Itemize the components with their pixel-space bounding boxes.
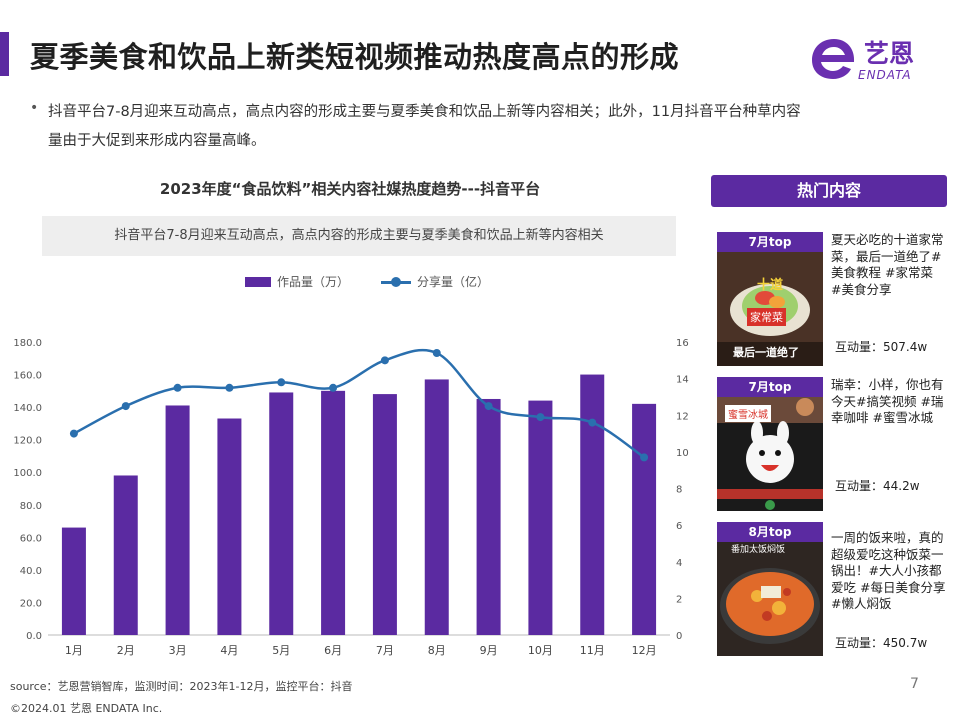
- line-point: [121, 402, 130, 411]
- x-tick-label: 11月: [580, 644, 605, 657]
- source-note: source：艺恩营销智库，监测时间：2023年1-12月，监控平台：抖音: [10, 680, 353, 693]
- bar: [165, 405, 190, 635]
- bar: [372, 394, 397, 635]
- y-tick-label: 140.0: [13, 403, 42, 414]
- y-tick-label: 80.0: [20, 501, 42, 512]
- logo-subtitle: ENDATA: [858, 68, 912, 82]
- y2-tick-label: 2: [676, 594, 682, 605]
- card-caption: 一周的饭来啦，真的超级爱吃这种饭菜一锅出！#大人小孩都爱吃 #每日美食分享 #懒…: [831, 530, 946, 611]
- x-tick-label: 4月: [220, 644, 238, 657]
- thumbnail-overlay-top: 番加太饭焖饭: [731, 545, 786, 555]
- thumbnail-overlay-top: 蜜雪冰城: [725, 405, 771, 422]
- line-point: [277, 378, 286, 387]
- y2-tick-label: 12: [676, 411, 689, 422]
- hot-content-card[interactable]: 7月top 十道 家常菜 最后一道绝了 夏天必吃的十道家常菜，最后一道绝了#美食…: [717, 232, 948, 372]
- thumbnail-overlay-bottom: 最后一道绝了: [733, 346, 799, 359]
- bar: [321, 390, 346, 635]
- endata-logo: 艺恩 ENDATA: [810, 28, 940, 88]
- bar: [61, 527, 86, 635]
- line-point: [432, 348, 441, 357]
- x-tick-label: 10月: [528, 644, 553, 657]
- y-tick-label: 100.0: [13, 468, 42, 479]
- bullet-icon: •: [30, 100, 39, 116]
- y2-tick-label: 4: [676, 558, 682, 569]
- chart-plot: 0.0 20.0 40.0 60.0 80.0 100.0 120.0 140.0 160.0 1…: [13, 338, 689, 657]
- y-tick-label: 60.0: [20, 533, 42, 544]
- bar: [476, 398, 501, 635]
- x-tick-label: 3月: [169, 644, 187, 657]
- x-tick-label: 6月: [324, 644, 342, 657]
- legend-line-label: 分享量（亿）: [417, 275, 490, 289]
- x-tick-label: 7月: [376, 644, 394, 657]
- line-point: [380, 356, 389, 365]
- bar: [528, 400, 553, 635]
- y-tick-label: 40.0: [20, 566, 42, 577]
- thumbnail-tag: 7月top: [717, 232, 823, 252]
- series-line: [73, 348, 645, 459]
- legend-bar-swatch: [245, 276, 271, 287]
- line-point: [484, 402, 493, 411]
- x-tick-label: 8月: [428, 644, 446, 657]
- card-metric: 互动量：450.7w: [835, 636, 928, 650]
- line-point: [640, 453, 649, 462]
- copyright: ©2024.01 艺恩 ENDATA Inc.: [10, 702, 163, 715]
- y2-tick-label: 14: [676, 375, 689, 386]
- video-thumbnail[interactable]: 7月top 蜜雪冰城: [717, 377, 823, 511]
- pot-rice-image: [717, 522, 823, 656]
- bar: [269, 392, 294, 635]
- intro-text: 抖音平台7-8月迎来互动高点，高点内容的形成主要与夏季美食和饮品上新等内容相关；…: [48, 104, 801, 149]
- y2-tick-label: 6: [676, 521, 682, 532]
- card-caption: 瑞幸：小样，你也有今天#搞笑视频 #瑞幸咖啡 #蜜雪冰城: [831, 377, 944, 425]
- x-tick-label: 2月: [117, 644, 135, 657]
- bar: [113, 475, 138, 635]
- video-thumbnail[interactable]: 7月top 十道 家常菜 最后一道绝了: [717, 232, 823, 366]
- chart-subtitle: 抖音平台7-8月迎来互动高点，高点内容的形成主要与夏季美食和饮品上新等内容相关: [42, 216, 676, 256]
- y-tick-label: 120.0: [13, 436, 42, 447]
- hot-content-header: 热门内容: [711, 175, 947, 207]
- card-caption: 夏天必吃的十道家常菜，最后一道绝了#美食教程 #家常菜 #美食分享: [831, 232, 944, 297]
- legend-bar-label: 作品量（万）: [277, 275, 350, 289]
- chart-legend: 作品量（万） 分享量（亿）: [245, 273, 489, 290]
- card-metric: 互动量：44.2w: [835, 479, 920, 493]
- x-tick-label: 5月: [272, 644, 290, 657]
- legend-line-swatch: [381, 276, 412, 288]
- hot-content-card[interactable]: 8月top 番加太饭焖饭 一周的饭来啦，真的超级爱吃这种饭菜一锅出！#大人小孩都…: [717, 522, 948, 662]
- line-point: [173, 383, 182, 392]
- x-tick-label: 9月: [480, 644, 498, 657]
- chart-title: 2023年度“食品饮料”相关内容社媒热度趋势---抖音平台: [159, 180, 541, 198]
- card-metric: 互动量：507.4w: [835, 340, 928, 354]
- hot-content-card[interactable]: 7月top 蜜雪冰城 瑞幸：小样，你也有今天#搞笑视频 #瑞幸咖啡 #蜜雪冰城 …: [717, 377, 948, 517]
- line-point: [536, 413, 545, 422]
- x-tick-label: 12月: [632, 644, 657, 657]
- logo-mark-icon: [812, 39, 855, 79]
- y2-tick-label: 10: [676, 448, 689, 459]
- y2-tick-label: 8: [676, 485, 682, 496]
- thumbnail-overlay-top: 十道: [757, 278, 784, 293]
- y-tick-label: 20.0: [20, 598, 42, 609]
- line-point: [588, 418, 597, 427]
- thumbnail-tag: 8月top: [717, 522, 823, 542]
- line-point: [329, 383, 338, 392]
- bar: [217, 418, 242, 635]
- bar: [580, 374, 605, 635]
- title-accent-bar: [0, 32, 9, 76]
- x-tick-label: 1月: [65, 644, 83, 657]
- bar: [632, 403, 657, 635]
- line-point: [225, 383, 234, 392]
- y2-tick-label: 0: [676, 631, 682, 642]
- page-number: 7: [910, 676, 919, 692]
- bar: [424, 379, 449, 635]
- y2-tick-label: 16: [676, 338, 689, 349]
- video-thumbnail[interactable]: 8月top 番加太饭焖饭: [717, 522, 823, 656]
- y-tick-label: 0.0: [26, 631, 42, 642]
- page-title: 夏季美食和饮品上新类短视频推动热度高点的形成: [30, 40, 680, 74]
- thumbnail-overlay-mid: 家常菜: [747, 308, 786, 326]
- thumbnail-tag: 7月top: [717, 377, 823, 397]
- y-tick-label: 160.0: [13, 371, 42, 382]
- line-point: [69, 429, 78, 438]
- y-tick-label: 180.0: [13, 338, 42, 349]
- logo-name: 艺恩: [864, 39, 915, 68]
- snowman-mascot-image: [717, 377, 823, 511]
